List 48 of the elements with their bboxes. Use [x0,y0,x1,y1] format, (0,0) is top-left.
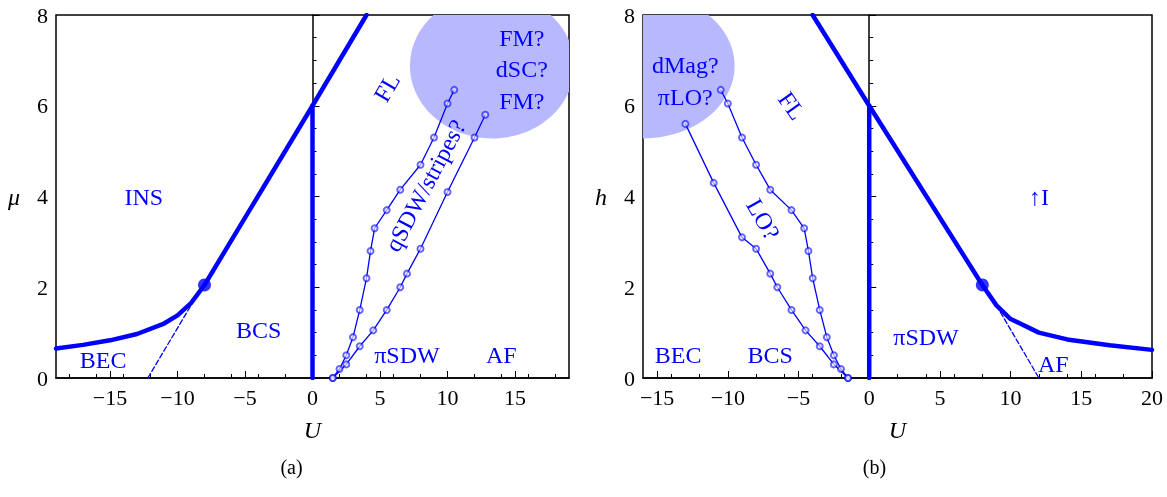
x-tick-label: 0 [307,384,318,410]
y-tick-label: 0 [37,365,48,391]
annotation: BEC [79,346,127,373]
annotation: FM? [499,24,545,51]
x-tick-label: −5 [786,384,811,410]
x-tick-label: 10 [999,384,1022,410]
y-axis-title: h [595,183,607,210]
x-tick-label: 15 [504,384,526,410]
annotation: FL [772,86,811,125]
annotation: dSC? [495,56,548,83]
annotation: πLO? [657,83,713,110]
y-axis-title: μ [6,183,20,210]
annotation: dMag? [651,51,719,78]
x-tick-label: 5 [934,384,946,410]
annotation: BEC [654,342,702,369]
annotation: BCS [235,317,282,344]
annotation: ↑I [1029,183,1049,210]
annotation: FL [368,68,406,107]
text: (a) [280,456,303,479]
y-tick-label: 0 [624,365,635,391]
annotation: πSDW [374,342,440,369]
x-tick-label: 15 [1070,384,1093,410]
x-tick-label: −5 [233,384,257,410]
x-tick-label: −15 [639,384,675,410]
y-tick-label: 4 [624,184,635,209]
x-axis-title: U [303,417,323,443]
annotation: INS [124,183,164,210]
annotation: πSDW [893,324,960,351]
annotation: FM? [499,88,545,115]
y-tick-label: 2 [624,274,635,300]
annotation: AF [1037,351,1069,378]
y-tick-label: 6 [37,93,48,119]
y-tick-label: 8 [37,2,48,28]
x-tick-label: −10 [160,384,195,410]
x-tick-label: −10 [710,384,746,410]
y-tick-label: 2 [37,274,48,300]
x-tick-label: −15 [92,384,128,410]
y-tick-label: 4 [37,184,48,209]
x-tick-label: 20 [1141,384,1163,410]
annotation: BCS [747,342,793,369]
x-tick-label: 10 [436,384,459,410]
x-tick-label: 0 [863,384,875,410]
annotation: AF [485,342,517,369]
x-axis-title: U [888,417,908,443]
y-tick-label: 8 [624,2,635,28]
x-tick-label: 5 [374,384,386,410]
y-tick-label: 6 [624,93,635,119]
text: (b) [862,456,887,479]
